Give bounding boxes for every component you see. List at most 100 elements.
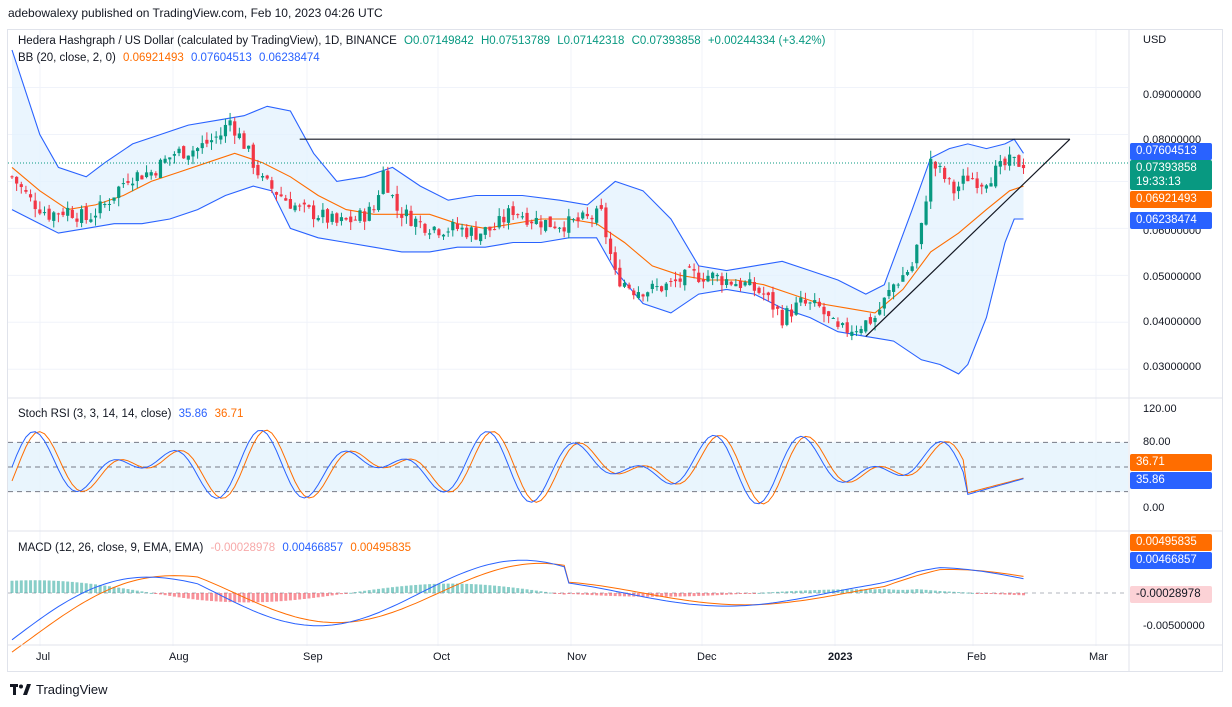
macd-histogram-bar (386, 587, 390, 593)
macd-histogram-bar (61, 581, 65, 593)
macd-histogram-bar (168, 593, 172, 596)
macd-histogram-bar (516, 588, 520, 593)
candle-body (196, 148, 200, 152)
macd-histogram-bar (771, 592, 775, 594)
candle-body (901, 275, 905, 282)
macd-histogram-bar (506, 587, 510, 593)
candle-body (298, 205, 302, 207)
candle-body (933, 161, 937, 169)
macd-histogram-bar (358, 591, 362, 593)
macd-histogram-bar (678, 593, 682, 597)
macd-histogram-bar (558, 593, 562, 594)
stoch-title[interactable]: Stoch RSI (3, 3, 14, 14, close) (18, 408, 172, 420)
macd-histogram-bar (42, 580, 46, 593)
candle-body (1017, 155, 1021, 167)
macd-histogram-bar (961, 592, 965, 594)
macd-histogram-bar (474, 584, 478, 593)
candle-body (905, 272, 910, 275)
symbol-title[interactable]: Hedera Hashgraph / US Dollar (calculated… (18, 35, 397, 47)
macd-histogram-bar (112, 586, 116, 593)
candle-body (836, 321, 840, 327)
macd-histogram-bar (172, 593, 176, 597)
candle-body (966, 175, 970, 182)
macd-histogram-bar (302, 593, 306, 599)
macd-histogram-bar (604, 593, 608, 596)
close-value: C0.07393858 (631, 35, 701, 47)
macd-histogram-bar (622, 593, 626, 597)
macd-histogram-bar (975, 593, 979, 594)
candle-body (989, 183, 993, 187)
candle-body (850, 331, 854, 336)
macd-histogram-bar (274, 593, 278, 602)
bb-title[interactable]: BB (20, close, 2, 0) (18, 52, 116, 64)
macd-histogram-bar (191, 593, 195, 600)
candle-body (414, 218, 418, 227)
candle-body (172, 154, 176, 156)
macd-histogram-bar (641, 593, 645, 597)
candle-body (84, 206, 88, 221)
candle-body (395, 193, 399, 211)
macd-histogram-bar (502, 586, 506, 593)
candle-body (56, 213, 60, 215)
bb-lower-line (11, 185, 1024, 375)
macd-histogram-bar (177, 593, 181, 598)
candle-body (293, 205, 297, 211)
candle-body (24, 189, 28, 192)
candle-body (353, 219, 357, 221)
candle-body (590, 217, 594, 220)
macd-histogram-bar (720, 593, 724, 595)
macd-histogram-bar (683, 593, 687, 597)
candle-body (655, 286, 659, 288)
price-tick: 0.05000000 (1143, 271, 1202, 283)
candle-body (961, 175, 965, 184)
candle-body (428, 233, 432, 235)
macd-histogram-bar (66, 581, 70, 593)
macd-histogram-bar (669, 593, 673, 597)
stoch-d-value: 36.71 (214, 408, 244, 420)
macd-histogram-bar (599, 593, 603, 596)
candle-body (683, 269, 687, 286)
candle-body (599, 205, 603, 209)
candle-body (762, 293, 766, 295)
stoch-d-line (11, 429, 1024, 505)
candle-body (771, 292, 775, 310)
last-price-tag: 0.07393858 19:33:13 (1130, 160, 1212, 190)
candle-body (553, 226, 557, 229)
x-label: Sep (303, 651, 323, 663)
candle-body (595, 208, 599, 223)
macd-histogram-bar (210, 593, 214, 602)
macd-tick: -0.00500000 (1143, 620, 1205, 632)
candles (10, 112, 1026, 341)
candle-body (409, 210, 413, 226)
tradingview-footer: TradingView (10, 682, 108, 697)
macd-histogram-bar (687, 593, 691, 597)
macd-histogram-bar (469, 584, 473, 593)
candle-body (868, 317, 872, 324)
macd-title[interactable]: MACD (12, 26, close, 9, EMA, EMA) (18, 542, 204, 554)
macd-histogram-bar (534, 590, 538, 593)
candle-body (307, 205, 311, 207)
macd-histogram-bar (483, 584, 487, 593)
candle-body (715, 274, 719, 277)
chart-frame (7, 29, 1223, 672)
macd-histogram-bar (121, 588, 125, 593)
macd-histogram-bar (850, 589, 854, 593)
macd-histogram-bar (219, 593, 223, 602)
macd-histogram-bar (33, 580, 37, 593)
candle-body (149, 172, 153, 176)
macd-histogram-bar (38, 580, 42, 593)
macd-histogram-bar (214, 593, 218, 602)
candle-body (376, 195, 381, 211)
macd-histogram-bar (414, 584, 418, 593)
candle-body (19, 184, 23, 188)
candle-body (506, 208, 511, 223)
macd-histogram-bar (80, 582, 84, 593)
candle-body (103, 204, 107, 206)
macd-histogram-bar (158, 593, 162, 595)
macd-signal-line (11, 562, 1024, 653)
candle-body (887, 289, 891, 297)
macd-histogram-bar (442, 583, 446, 593)
macd-histogram-bar (237, 593, 241, 603)
candle-body (381, 170, 385, 194)
